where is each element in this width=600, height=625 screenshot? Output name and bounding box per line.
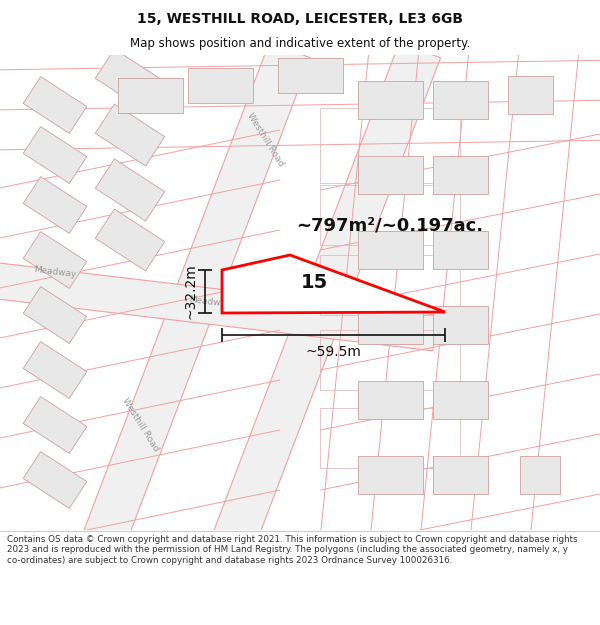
Polygon shape	[433, 456, 487, 494]
Polygon shape	[23, 232, 87, 288]
Polygon shape	[433, 231, 487, 269]
Polygon shape	[277, 58, 343, 92]
Polygon shape	[358, 381, 422, 419]
Polygon shape	[358, 156, 422, 194]
Bar	[320, 408, 460, 468]
Polygon shape	[23, 77, 87, 133]
Polygon shape	[95, 209, 164, 271]
Polygon shape	[23, 177, 87, 233]
Polygon shape	[433, 156, 487, 194]
Polygon shape	[358, 306, 422, 344]
Text: 15: 15	[301, 273, 328, 292]
Polygon shape	[23, 452, 87, 508]
Polygon shape	[95, 49, 164, 111]
Bar	[320, 185, 460, 245]
Text: ~797m²/~0.197ac.: ~797m²/~0.197ac.	[296, 217, 484, 235]
Bar	[320, 107, 460, 182]
Polygon shape	[433, 381, 487, 419]
Polygon shape	[23, 397, 87, 453]
Bar	[320, 255, 460, 315]
Text: Meadway: Meadway	[33, 265, 77, 279]
Text: Contains OS data © Crown copyright and database right 2021. This information is : Contains OS data © Crown copyright and d…	[7, 535, 578, 564]
Polygon shape	[209, 42, 440, 558]
Polygon shape	[433, 81, 487, 119]
Polygon shape	[433, 306, 487, 344]
Polygon shape	[95, 104, 164, 166]
Polygon shape	[23, 342, 87, 398]
Polygon shape	[222, 255, 445, 313]
Polygon shape	[358, 231, 422, 269]
Polygon shape	[187, 68, 253, 102]
Text: ~59.5m: ~59.5m	[305, 345, 361, 359]
Polygon shape	[358, 81, 422, 119]
Polygon shape	[23, 127, 87, 183]
Polygon shape	[79, 42, 311, 558]
Polygon shape	[23, 287, 87, 343]
Bar	[320, 330, 460, 390]
Polygon shape	[358, 456, 422, 494]
Polygon shape	[95, 159, 164, 221]
Text: 15, WESTHILL ROAD, LEICESTER, LE3 6GB: 15, WESTHILL ROAD, LEICESTER, LE3 6GB	[137, 12, 463, 26]
Text: ~32.2m: ~32.2m	[183, 264, 197, 319]
Text: Westhill Road: Westhill Road	[120, 397, 160, 453]
Text: Westhill Road: Westhill Road	[245, 112, 285, 168]
Polygon shape	[508, 76, 553, 114]
Polygon shape	[0, 262, 437, 351]
Polygon shape	[118, 78, 182, 112]
Polygon shape	[520, 456, 560, 494]
Text: Map shows position and indicative extent of the property.: Map shows position and indicative extent…	[130, 38, 470, 51]
Text: Meadway: Meadway	[188, 295, 232, 309]
